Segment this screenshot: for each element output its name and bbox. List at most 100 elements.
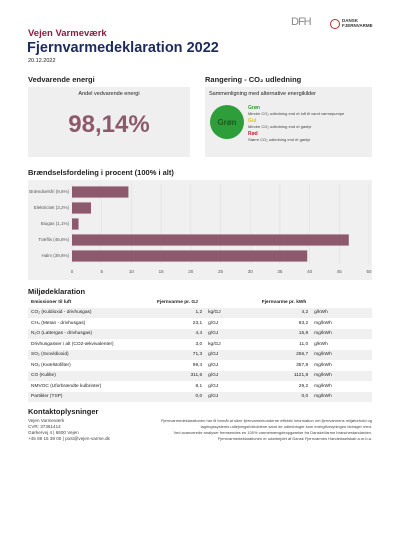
disclaimer-line: Ved avancerede analyser fremsendes en 10… [173,430,372,435]
emission-name: NOₓ (Kvælstofilter) [31,362,71,368]
emission-unit: mg/kWh [314,320,332,326]
contact-line: Gørkervej 4 | 6600 Vejen [28,430,79,435]
document-title: Fjernvarmedeklaration 2022 [27,40,219,56]
ranking-panel: Sammenligning med alternative energikild… [205,87,372,157]
emission-value: 15,8 [258,328,312,339]
emission-unit: g/GJ [208,383,219,389]
emission-name: Partikler (TSP) [28,391,154,402]
emission-value: 0,0 [154,391,206,402]
table-row: CH₄ (Metan - drivhusgas) 23,1 g/GJ 83,2 mg/k… [28,318,372,329]
x-tick-label: 25 [218,269,224,274]
emission-value: 4,2 [258,307,312,318]
disclaimer-line: lagringssystems udlejningsforholdene sam… [200,424,372,429]
emission-unit: mg/kWh [311,328,372,339]
table-row: Partikler (TSP) 0,0 g/GJ 0,0 mg/kWh [28,391,372,402]
contact-info: Vejen Varmeværk CVR: 37361414 Gørkervej 4 … [28,418,110,442]
section-heading: Kontaktoplysninger [28,407,99,416]
emission-unit: g/GJ [205,328,259,339]
emission-value: 0,0 [258,391,312,402]
panel-title: Andel vedvarende energi [78,91,140,97]
section-heading: Rangering - CO₂ udledning [205,75,302,84]
x-tick-label: 10 [129,269,135,274]
emission-unit: mg/kWh [314,362,332,368]
legend-text: Mindre CO₂ udledning end et luft til van… [248,111,345,116]
x-tick-label: 50 [366,269,372,274]
emission-value: 29,2 [298,383,309,389]
emission-unit: mg/kWh [311,370,372,381]
emission-value: 256,7 [258,349,312,360]
table-row: CO (Kulilte) 311,6 g/GJ 1121,8 mg/kWh [28,370,372,381]
logo-dfh: DFH [291,16,312,28]
disclaimer-line: Fjernvarmedeklarationen er udarbejdet af… [217,436,372,441]
bar [72,218,79,230]
table-row: NMVOC (Uforbrændte kulbrinter) 8,1 g/GJ 29,… [28,381,372,392]
emission-value: 11,0 [299,341,309,347]
y-tick-label: Halm (39,6%) [41,253,69,258]
column-header: Emissioner til luft [31,299,72,305]
emission-name: Drivhusgasser i alt (CO2-ækvivalenter) [31,341,114,347]
y-tick-label: Træflis (46,6%) [38,237,69,242]
emission-unit: mg/kWh [311,391,372,402]
company-name: Vejen Varmeværk [28,28,107,39]
column-header: Fjernvarme pr. kWh [261,299,307,305]
emission-value: 83,2 [298,320,309,326]
emission-value: 311,6 [154,370,206,381]
x-tick-label: 5 [100,269,103,274]
emission-table: Emissioner til luft Fjernvarme pr. GJ Fjer… [28,297,372,402]
emission-value: 4,4 [154,328,206,339]
y-tick-label: Elektricitet (3,2%) [34,205,70,210]
table-row: CO₂ (Kuldioxid - drivhusgas) 1,2 kg/GJ 4,2 g… [28,307,372,318]
section-heading: Miljødeklaration [28,287,86,296]
contact-line: Vejen Varmeværk [28,418,65,423]
x-tick-label: 40 [307,269,313,274]
legend-text: Mindre CO₂ udledning end et gasfyr [248,124,312,129]
emission-value: 3,0 [195,341,203,347]
rating-badge: Grøn [210,105,244,139]
emission-value: 99,4 [192,362,203,368]
section-heading: Vedvarende energi [28,75,95,84]
emission-name: SO₂ (Svovldioxid) [28,349,154,360]
bar [72,250,308,262]
panel-title: Sammenligning med alternative energikild… [209,91,317,97]
chart-title: Brændselsfordeling i procent (100% i alt… [28,168,174,177]
emission-unit: g/GJ [208,320,219,326]
emission-name: CO₂ (Kuldioxid - drivhusgas) [28,307,154,318]
x-tick-label: 0 [71,269,74,274]
logo-icon [330,19,340,29]
emission-unit: g/GJ [208,362,219,368]
x-tick-label: 35 [277,269,283,274]
document-date: 20.12.2022 [28,58,56,64]
emission-unit: mg/kWh [314,383,332,389]
table-row: Drivhusgasser i alt (CO2-ækvivalenter) 3,… [28,339,372,350]
renewable-panel: Andel vedvarende energi 98,14% [28,87,190,157]
rating-legend: Grøn Mindre CO₂ udledning end et luft til… [248,105,370,142]
emission-name: NMVOC (Uforbrændte kulbrinter) [31,383,102,389]
x-tick-label: 45 [337,269,343,274]
emission-value: 8,1 [195,383,203,389]
emission-value: 71,3 [154,349,206,360]
legend-text: Større CO₂ udledning end et gasfyr [248,137,311,142]
bar [72,186,129,198]
emission-unit: g/kWh [314,341,328,347]
legend-label: Gul [248,118,257,124]
emission-value: 357,8 [296,362,309,368]
emission-value: 1,2 [154,307,206,318]
x-tick-label: 30 [248,269,254,274]
x-tick-label: 20 [188,269,194,274]
contact-line: +45 69 15 39 00 | post@vejen-varme.dk [28,436,110,441]
emission-name: CH₄ (Metan - drivhusgas) [31,320,86,326]
legend-label: Rød [248,131,258,137]
emission-unit: mg/kWh [311,349,372,360]
bar [72,202,92,214]
emission-unit: kg/GJ [208,341,221,347]
emission-unit: g/GJ [205,349,259,360]
emission-name: N₂O (Lattergas - drivhusgas) [28,328,154,339]
y-tick-label: Brændselsfri (9,5%) [29,189,69,194]
legend-label: Grøn [248,105,260,111]
logo-dansk-fjernvarme: DANSK FJERNVARME [342,18,373,28]
emission-unit: g/GJ [205,391,259,402]
disclaimer: Fjernvarmedeklarationen har til formål a… [142,418,372,442]
y-tick-label: Biogas (1,1%) [41,221,70,226]
disclaimer-line: Fjernvarmedeklarationen har til formål a… [161,418,372,423]
